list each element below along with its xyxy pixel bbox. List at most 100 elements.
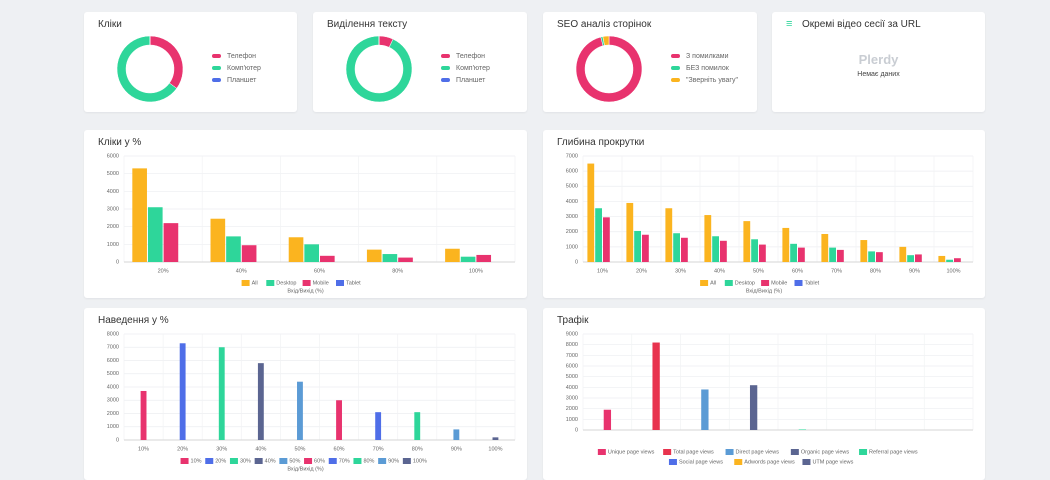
legend-marker — [671, 54, 680, 58]
bar — [701, 389, 709, 430]
x-tick-label: 50% — [753, 268, 764, 274]
y-tick-label: 4000 — [107, 384, 119, 390]
bar — [790, 243, 797, 262]
legend-marker — [302, 280, 311, 286]
legend-label: 80% — [363, 458, 374, 464]
y-tick-label: 2000 — [566, 406, 578, 412]
x-tick-label: 80% — [392, 268, 403, 274]
card-title: Глибина прокрутки — [557, 137, 645, 148]
bar — [179, 343, 186, 440]
card: Наведення у % 0 1000 2000 3000 4000 5000 6000 70… — [84, 308, 527, 480]
legend-label: Desktop — [735, 280, 755, 286]
legend-marker — [668, 459, 677, 465]
bar — [681, 237, 688, 262]
legend-marker — [180, 458, 189, 464]
y-tick-label: 3000 — [566, 214, 578, 220]
legend-label: Total page views — [673, 449, 714, 455]
legend-label: Телефон — [227, 53, 256, 60]
x-tick-label: 60% — [334, 446, 345, 452]
y-tick-label: 7000 — [566, 153, 578, 159]
bar — [907, 255, 914, 262]
card-title: Кліки — [98, 19, 122, 30]
legend-label: 10% — [191, 458, 202, 464]
card: Виділення тексту Телефон Комп'ютер Планшет — [313, 12, 527, 112]
legend-label: Referral page views — [869, 449, 918, 455]
x-tick-label: 100% — [946, 268, 960, 274]
bar — [673, 233, 680, 262]
y-tick-label: 4000 — [107, 189, 119, 195]
x-tick-label: 30% — [675, 268, 686, 274]
legend-label: Комп'ютер — [227, 65, 261, 72]
bar — [603, 409, 612, 430]
y-tick-label: 5000 — [107, 371, 119, 377]
card-title: Виділення тексту — [327, 19, 408, 30]
bar — [915, 254, 922, 262]
bar — [132, 168, 147, 262]
bar — [652, 342, 660, 430]
y-tick-label: 9000 — [566, 331, 578, 337]
legend-marker — [700, 280, 709, 286]
card: Глибина прокрутки 0 1000 2000 3000 4000 5000 60… — [543, 130, 985, 298]
x-tick-label: 100% — [469, 268, 483, 274]
bar — [226, 236, 241, 262]
legend-label: UTM page views — [812, 459, 853, 465]
legend-marker — [794, 280, 803, 286]
legend-label: 20% — [215, 458, 226, 464]
legend-label: Adwords page views — [744, 459, 795, 465]
bar — [414, 412, 421, 440]
bar — [453, 429, 460, 440]
x-tick-label: 20% — [636, 268, 647, 274]
bar — [876, 252, 883, 262]
legend-label: Планшет — [456, 77, 486, 84]
legend-label: Social page views — [679, 459, 723, 465]
legend-marker — [441, 78, 450, 82]
bar — [634, 230, 641, 262]
x-tick-label: 50% — [294, 446, 305, 452]
bar — [720, 240, 727, 262]
bar — [798, 247, 805, 262]
legend-label: Desktop — [276, 280, 296, 286]
legend-marker — [441, 54, 450, 58]
chart: Телефон Комп'ютер Планшет — [345, 35, 490, 103]
legend-marker — [266, 280, 275, 286]
bar — [938, 255, 946, 262]
y-tick-label: 4000 — [566, 385, 578, 391]
y-tick-label: 1000 — [107, 242, 119, 248]
x-tick-label: 10% — [597, 268, 608, 274]
y-tick-label: 0 — [116, 259, 119, 265]
x-axis-title: Вхід/Вихід (%) — [287, 288, 323, 294]
card-title: Кліки у % — [98, 137, 142, 148]
bar — [382, 254, 398, 262]
x-tick-label: 40% — [255, 446, 266, 452]
y-tick-label: 0 — [575, 259, 578, 265]
bar — [899, 246, 907, 262]
legend-label: Телефон — [456, 53, 485, 60]
legend-label: Tablet — [346, 280, 361, 286]
icon: ≡ — [786, 18, 793, 30]
bar — [946, 259, 953, 262]
bar — [210, 218, 226, 262]
legend-marker — [254, 458, 263, 464]
legend-label: 30% — [240, 458, 251, 464]
bar — [829, 247, 836, 262]
y-tick-label: 5000 — [566, 374, 578, 380]
legend-marker — [205, 458, 214, 464]
legend-label: 40% — [265, 458, 276, 464]
chart: 0 1000 2000 3000 4000 5000 6000 7000 8000 9000 Uni… — [566, 331, 974, 465]
bar — [704, 215, 712, 262]
y-tick-label: 1000 — [566, 417, 578, 423]
legend-marker — [378, 458, 387, 464]
bar — [712, 236, 719, 262]
x-tick-label: 100% — [488, 446, 502, 452]
bar — [603, 217, 610, 262]
legend-label: Direct page views — [736, 449, 780, 455]
bar — [642, 234, 649, 262]
bar — [821, 233, 829, 262]
legend-marker — [229, 458, 238, 464]
chart: 0 1000 2000 3000 4000 5000 6000 7000 10% 20% 30% 40… — [566, 153, 974, 294]
bar — [492, 437, 499, 440]
legend-label: 100% — [413, 458, 427, 464]
y-tick-label: 6000 — [566, 363, 578, 369]
bar — [147, 207, 163, 262]
